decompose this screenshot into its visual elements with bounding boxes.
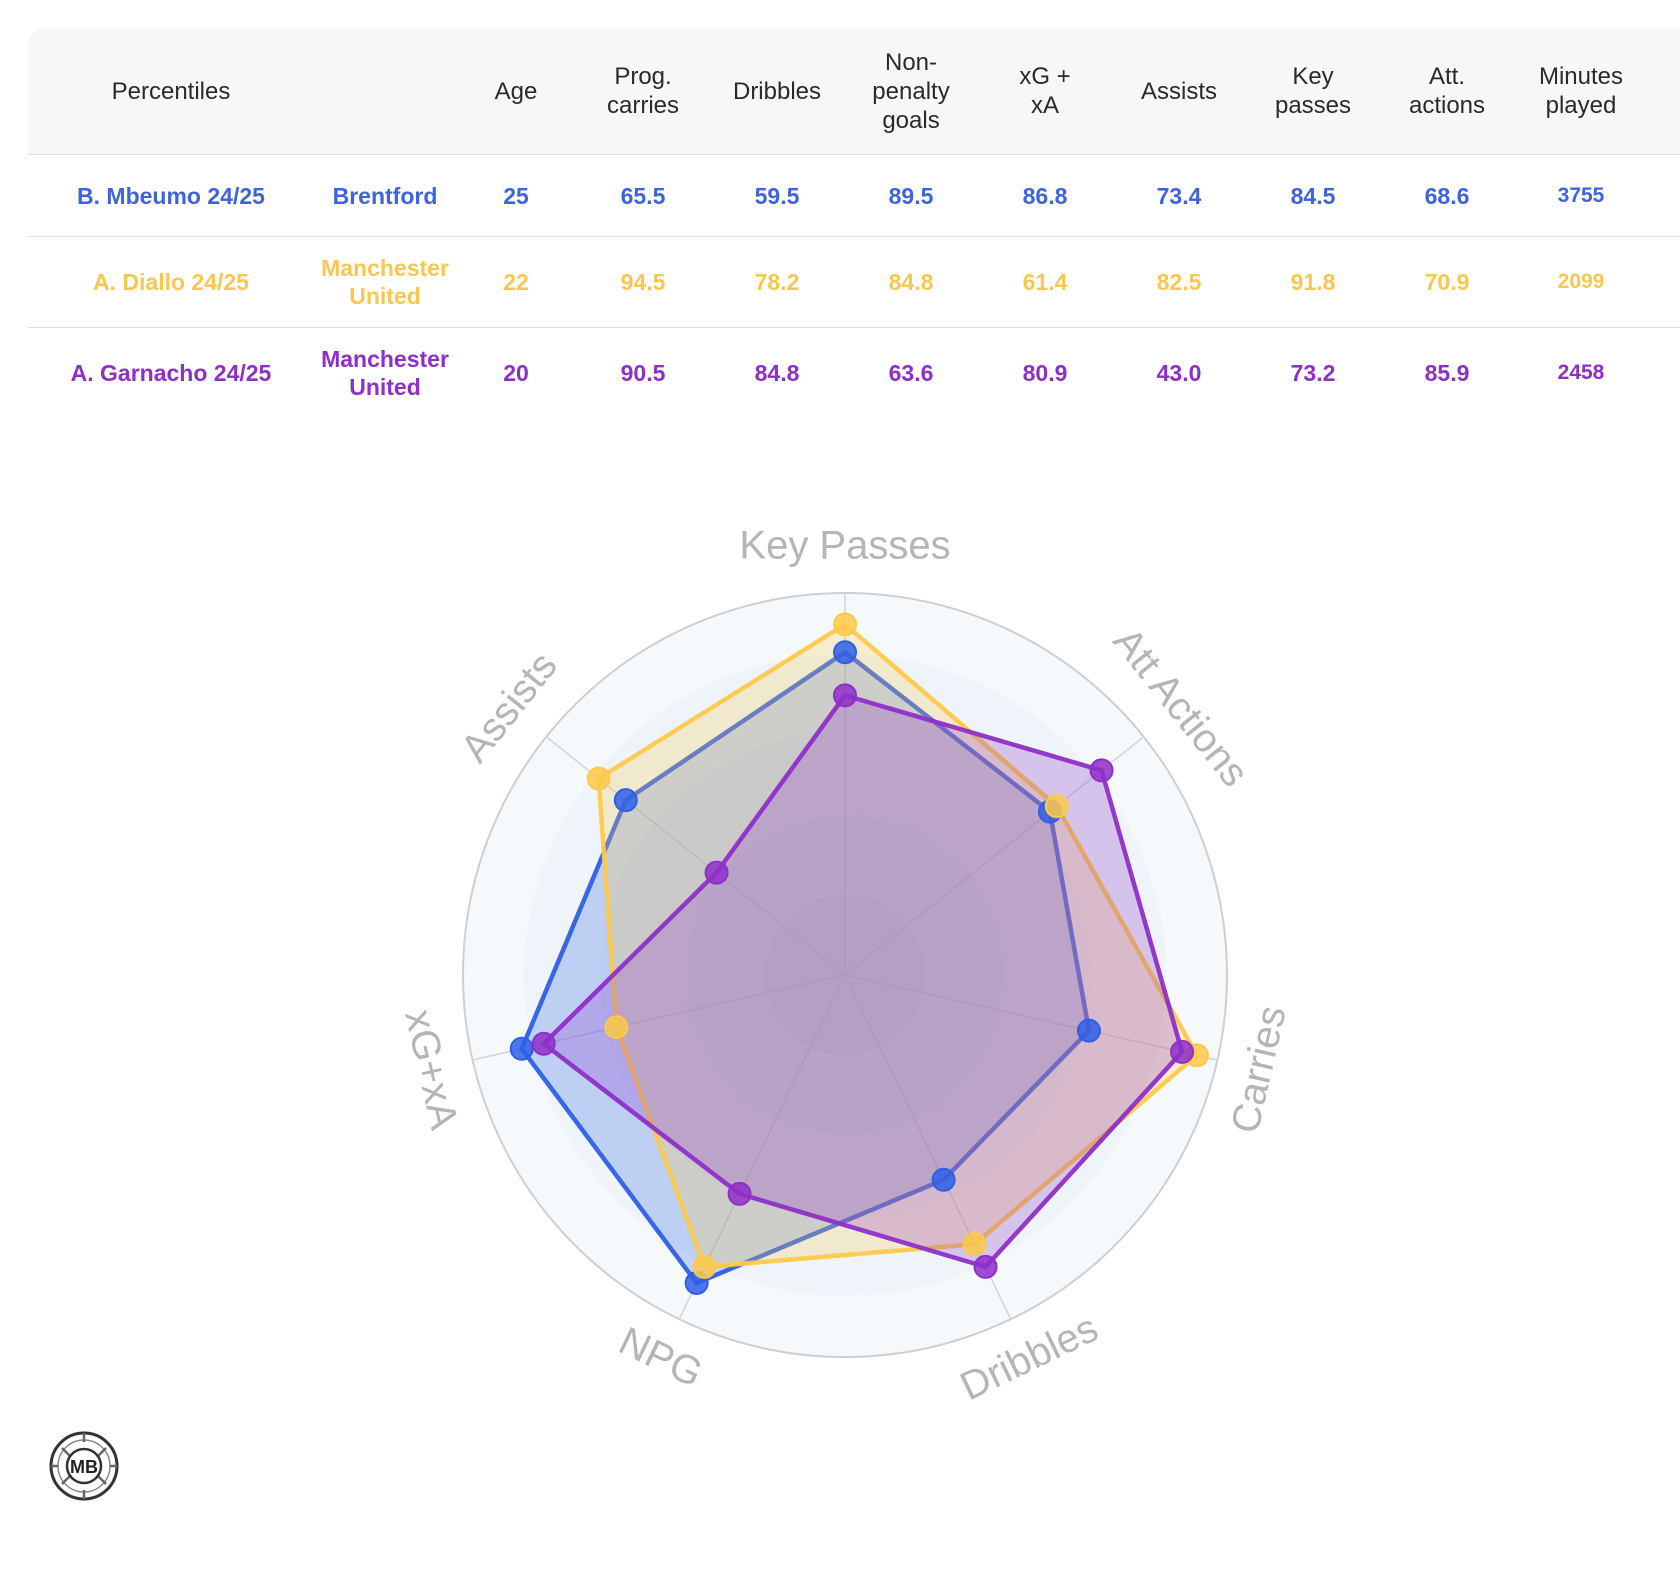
header-1 xyxy=(314,28,456,155)
cell-age: 25 xyxy=(503,182,529,209)
cell-prog-carries: 90.5 xyxy=(620,360,666,387)
cell-team: Manchester United xyxy=(321,255,449,309)
cell-player: A. Diallo 24/25 xyxy=(93,269,249,295)
cell-minutes: 2458 xyxy=(1557,361,1605,385)
cell-xg-xa: 61.4 xyxy=(1022,269,1068,295)
cell-minutes: 3755 xyxy=(1557,183,1605,207)
header-5: Non-penalty goals xyxy=(872,48,950,134)
radar-point xyxy=(727,1181,752,1206)
radar-point xyxy=(973,1254,998,1279)
radar-axis-label: Key Passes xyxy=(739,524,950,568)
radar-axis-label: xG+xA xyxy=(396,1006,466,1134)
cell-att-actions: 85.9 xyxy=(1424,360,1470,387)
table-row: A. Garnacho 24/25 Manchester United 20 90.5 8… xyxy=(28,327,1680,419)
radar-point xyxy=(586,766,611,791)
header-0: Percentiles xyxy=(111,77,231,105)
mb-logo: MB xyxy=(49,1431,119,1501)
header-4: Dribbles xyxy=(732,77,822,105)
radar-point xyxy=(1089,758,1114,783)
radar-point xyxy=(833,683,857,708)
remove-row-button[interactable]: x xyxy=(1648,237,1680,328)
cell-prog-carries: 65.5 xyxy=(620,182,666,209)
cell-assists: 73.4 xyxy=(1156,182,1202,209)
radar-point xyxy=(833,640,857,665)
cell-age: 22 xyxy=(503,269,529,295)
radar-axis-label: NPG xyxy=(612,1319,709,1396)
radar-point xyxy=(509,1036,534,1061)
table-header: Percentiles Age Prog. carries Dribbles Non-pe… xyxy=(28,28,1680,155)
cell-xg-xa: 80.9 xyxy=(1022,360,1068,387)
cell-team: Manchester United xyxy=(321,346,449,401)
radar-point xyxy=(833,612,857,637)
logo-text: MB xyxy=(70,1457,98,1477)
header-9: Att. actions xyxy=(1408,63,1486,119)
radar-point xyxy=(931,1167,956,1192)
cell-assists: 82.5 xyxy=(1156,269,1202,295)
cell-team: Brentford xyxy=(332,182,438,209)
radar-point xyxy=(692,1254,717,1279)
percentiles-table: Percentiles Age Prog. carries Dribbles Non-pe… xyxy=(28,28,1680,419)
cell-key-passes: 91.8 xyxy=(1290,269,1336,295)
percentiles-table-card: Percentiles Age Prog. carries Dribbles Non-pe… xyxy=(28,28,1680,419)
cell-npg: 89.5 xyxy=(888,182,934,209)
radar-chart-container: Key Passes Att Actions Carries Dribbles NPG x… xyxy=(0,480,1680,1420)
header-2: Age xyxy=(494,77,538,105)
cell-att-actions: 70.9 xyxy=(1424,269,1470,295)
cell-dribbles: 59.5 xyxy=(754,182,800,209)
cell-prog-carries: 94.5 xyxy=(620,269,666,295)
cell-key-passes: 73.2 xyxy=(1290,360,1336,387)
table-row: A. Diallo 24/25 Manchester United 22 94.5 78.… xyxy=(28,236,1680,328)
cell-player: A. Garnacho 24/25 xyxy=(70,360,272,387)
header-8: Key passes xyxy=(1274,63,1352,119)
cell-player: B. Mbeumo 24/25 xyxy=(77,182,265,209)
radar-point xyxy=(704,860,729,885)
remove-row-button[interactable]: x xyxy=(1648,328,1680,419)
table-body: B. Mbeumo 24/25 Brentford 25 65.5 59.5 89.5 86… xyxy=(28,154,1680,419)
radar-point xyxy=(962,1232,987,1257)
cell-npg: 84.8 xyxy=(888,269,934,295)
cell-npg: 63.6 xyxy=(888,360,934,387)
header-11 xyxy=(1648,28,1680,155)
cell-att-actions: 68.6 xyxy=(1424,182,1470,209)
radar-series-0 xyxy=(519,649,1092,1286)
cell-dribbles: 84.8 xyxy=(754,360,800,387)
radar-series-2 xyxy=(541,693,1185,1270)
cell-xg-xa: 86.8 xyxy=(1022,182,1068,209)
table-row: B. Mbeumo 24/25 Brentford 25 65.5 59.5 89.5 86… xyxy=(28,154,1680,237)
radar-point xyxy=(1170,1039,1195,1064)
cell-minutes: 2099 xyxy=(1557,270,1605,293)
header-row: Percentiles Age Prog. carries Dribbles Non-pe… xyxy=(28,28,1680,155)
radar-spoke xyxy=(844,974,1218,1061)
header-10: Minutes played xyxy=(1538,63,1624,119)
radar-point xyxy=(604,1015,629,1040)
radar-axis-label: Carries xyxy=(1223,1002,1295,1137)
cell-dribbles: 78.2 xyxy=(754,269,800,295)
cell-key-passes: 84.5 xyxy=(1290,182,1336,209)
header-7: Assists xyxy=(1140,77,1217,105)
header-3: Prog. carries xyxy=(606,63,679,119)
radar-point xyxy=(531,1031,556,1056)
radar-series-1 xyxy=(596,622,1200,1270)
header-6: xG + xA xyxy=(1019,63,1071,119)
radar-point xyxy=(1076,1018,1101,1043)
remove-row-button[interactable]: x xyxy=(1648,155,1680,237)
radar-point xyxy=(1044,794,1069,819)
cell-assists: 43.0 xyxy=(1156,360,1202,387)
radar-point xyxy=(613,788,638,813)
cell-age: 20 xyxy=(503,360,529,387)
